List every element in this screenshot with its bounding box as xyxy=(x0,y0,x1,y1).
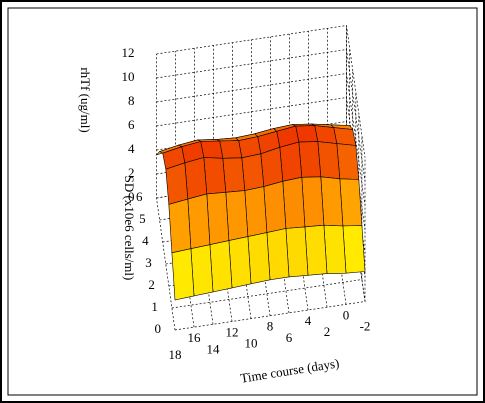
y-tick-label: 4 xyxy=(142,233,149,248)
x-tick-label: 12 xyxy=(226,324,239,339)
x-tick-label: 2 xyxy=(324,324,331,339)
surface-cell xyxy=(203,157,227,195)
z-tick-label: 4 xyxy=(128,141,135,156)
surface-cell xyxy=(342,225,366,274)
y-tick-label: 3 xyxy=(145,255,152,270)
grid-line xyxy=(171,135,363,309)
surface-cell xyxy=(206,191,230,246)
surface-cell xyxy=(320,176,344,227)
x-tick-label: 14 xyxy=(207,341,221,356)
surface-cell xyxy=(333,127,357,146)
x-tick-label: 16 xyxy=(188,330,202,345)
y-tick-label: 1 xyxy=(151,299,158,314)
surface-cell xyxy=(187,193,211,250)
y-tick-label: 0 xyxy=(155,321,162,336)
surface-cell xyxy=(184,157,208,200)
surface-cell xyxy=(228,236,252,289)
x-tick-label: 18 xyxy=(169,347,182,362)
surface-cell xyxy=(282,176,306,229)
surface-cell xyxy=(298,141,322,178)
z-tick-label: 10 xyxy=(122,69,135,84)
z-axis-label: rhTf (ug/ml) xyxy=(78,67,93,132)
grid-line xyxy=(174,157,366,331)
surface-cell xyxy=(317,141,341,180)
surface-cell xyxy=(190,244,214,297)
surface-cell xyxy=(285,226,309,278)
surface-cell xyxy=(323,224,347,274)
z-tick-label: 8 xyxy=(128,93,135,108)
x-tick-label: 4 xyxy=(305,313,312,328)
surface-cell xyxy=(260,146,284,187)
surface-cell xyxy=(171,248,195,301)
z-tick-label: 0 xyxy=(128,189,135,204)
surface-cell xyxy=(314,125,338,144)
surface-cell xyxy=(266,228,290,281)
y-tick-label: 5 xyxy=(139,211,146,226)
surface-cell xyxy=(295,125,319,143)
surface-cell xyxy=(336,143,360,180)
surface-cell xyxy=(165,162,189,205)
surface-cell xyxy=(279,141,303,182)
surface-cell xyxy=(301,176,325,228)
z-tick-label: 6 xyxy=(128,117,135,132)
y-tick-label: 2 xyxy=(148,277,155,292)
x-tick-label: 8 xyxy=(267,319,274,334)
surface-cell xyxy=(168,198,192,254)
z-tick-label: 12 xyxy=(122,45,135,60)
surface-cell xyxy=(219,140,243,159)
x-tick-label: 0 xyxy=(343,307,350,322)
surface-cell xyxy=(247,232,271,285)
x-tick-label: 10 xyxy=(245,336,258,351)
surface-cell xyxy=(244,186,268,237)
surface-cell xyxy=(200,140,224,159)
surface-cell xyxy=(304,224,328,276)
surface-cell xyxy=(339,178,363,227)
z-tick-label: 2 xyxy=(128,165,135,180)
surface-cell xyxy=(225,190,249,241)
x-tick-label: 6 xyxy=(286,330,293,345)
y-axis-label: SD (x10e6 cells/ml) xyxy=(122,176,137,281)
surface-cell xyxy=(209,240,233,293)
x-tick-label: -2 xyxy=(360,318,371,333)
surface-cell xyxy=(241,153,265,191)
surface-cell xyxy=(263,180,287,233)
y-tick-label: 6 xyxy=(136,189,143,204)
surface-cell xyxy=(222,157,246,193)
